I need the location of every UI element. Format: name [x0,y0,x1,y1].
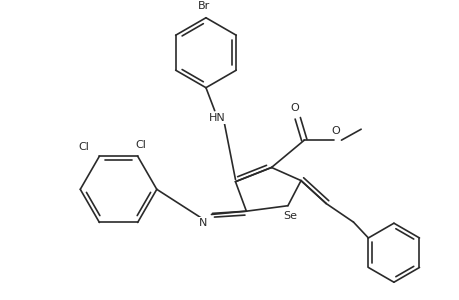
Text: Se: Se [282,211,297,220]
Text: Cl: Cl [135,140,146,150]
Text: HN: HN [208,113,225,123]
Text: O: O [290,103,298,113]
Text: O: O [331,126,340,136]
Text: N: N [198,218,207,228]
Text: Cl: Cl [78,142,90,152]
Text: Br: Br [197,1,209,11]
